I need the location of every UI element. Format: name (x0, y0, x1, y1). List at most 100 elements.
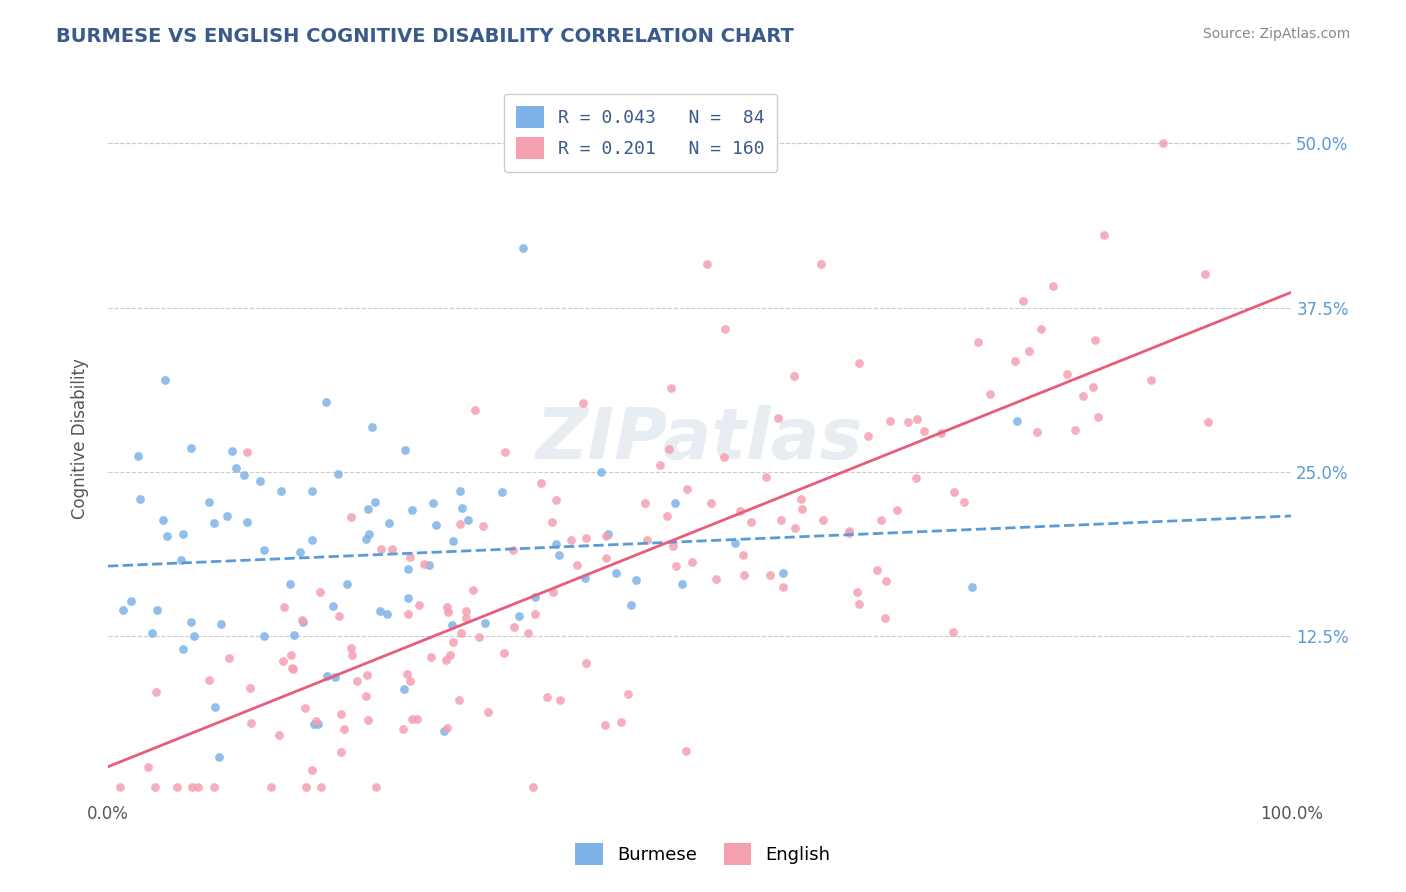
Point (301, 484, 323, 499)
Point (848, 598, 870, 612)
Point (197, 673, 219, 688)
Point (1092, 228, 1115, 243)
Point (477, 706, 499, 720)
Point (283, 627, 305, 641)
Point (172, 526, 194, 541)
Point (548, 548, 571, 562)
Point (120, 594, 142, 608)
Point (494, 445, 516, 459)
Point (315, 395, 337, 409)
Point (772, 581, 794, 595)
Point (309, 585, 332, 599)
Point (240, 715, 263, 730)
Point (449, 484, 471, 499)
Point (329, 745, 352, 759)
Point (110, 780, 132, 795)
Point (912, 424, 935, 438)
Point (399, 674, 422, 689)
Point (1026, 425, 1049, 440)
Point (333, 722, 356, 736)
Point (942, 485, 965, 500)
Point (273, 600, 295, 615)
Point (979, 386, 1001, 401)
Point (305, 714, 328, 729)
Point (879, 414, 901, 428)
Point (273, 654, 295, 668)
Point (401, 712, 423, 726)
Point (208, 750, 231, 764)
Point (396, 667, 419, 681)
Point (658, 442, 681, 456)
Point (696, 257, 718, 271)
Point (357, 526, 380, 541)
Point (1084, 334, 1107, 348)
Point (153, 373, 176, 387)
Point (235, 445, 257, 459)
Point (278, 577, 301, 591)
Point (1087, 410, 1109, 425)
Point (474, 615, 496, 630)
Point (541, 515, 564, 529)
Point (790, 502, 813, 516)
Point (856, 429, 879, 443)
Point (560, 533, 582, 548)
Point (340, 640, 363, 655)
Point (1152, 136, 1174, 151)
Point (328, 609, 350, 624)
Point (524, 607, 547, 622)
Point (418, 558, 440, 572)
Point (307, 716, 329, 731)
Point (575, 656, 598, 670)
Point (292, 615, 315, 630)
Point (288, 545, 311, 559)
Point (523, 590, 546, 604)
Point (648, 458, 671, 472)
Legend: Burmese, English: Burmese, English (567, 834, 839, 874)
Point (544, 537, 567, 551)
Point (769, 513, 792, 527)
Point (713, 450, 735, 464)
Point (759, 568, 782, 582)
Point (595, 717, 617, 731)
Point (270, 483, 292, 498)
Point (783, 520, 806, 534)
Point (209, 617, 232, 632)
Point (398, 549, 420, 564)
Point (202, 516, 225, 530)
Point (873, 611, 896, 625)
Point (548, 693, 571, 707)
Point (450, 501, 472, 516)
Point (364, 495, 387, 509)
Point (754, 469, 776, 483)
Point (636, 533, 658, 547)
Point (875, 574, 897, 588)
Point (724, 536, 747, 550)
Point (733, 567, 755, 582)
Point (512, 241, 534, 255)
Point (354, 689, 377, 703)
Point (574, 572, 596, 586)
Point (598, 527, 620, 541)
Point (260, 780, 283, 795)
Point (1005, 414, 1028, 428)
Point (617, 687, 640, 701)
Point (662, 540, 685, 554)
Point (156, 529, 179, 543)
Point (439, 648, 461, 662)
Point (731, 548, 754, 562)
Point (315, 669, 337, 683)
Point (330, 707, 353, 722)
Point (225, 461, 247, 475)
Point (929, 425, 952, 440)
Point (204, 699, 226, 714)
Legend: R = 0.043   N =  84, R = 0.201   N = 160: R = 0.043 N = 84, R = 0.201 N = 160 (503, 94, 778, 172)
Point (346, 673, 368, 688)
Point (810, 257, 832, 271)
Point (1004, 354, 1026, 368)
Point (522, 780, 544, 795)
Point (1139, 373, 1161, 387)
Point (197, 495, 219, 509)
Point (180, 780, 202, 795)
Point (425, 517, 447, 532)
Point (676, 482, 699, 496)
